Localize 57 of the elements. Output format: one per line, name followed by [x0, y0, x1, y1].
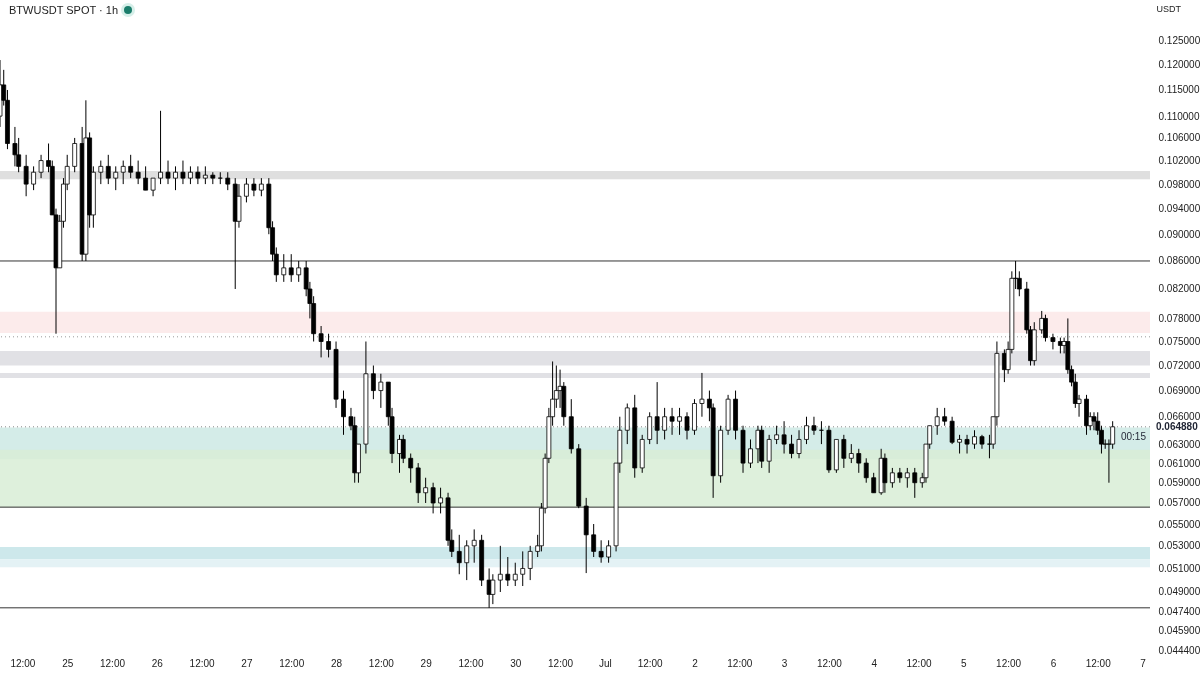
x-tick-label: 12:00 — [727, 657, 753, 669]
x-tick-label: 25 — [62, 657, 74, 669]
x-tick-label: 26 — [151, 657, 164, 669]
x-tick-label: 12:00 — [816, 657, 843, 669]
x-tick-label: 12:00 — [637, 657, 664, 669]
y-tick-label: 0.047400 — [1158, 606, 1200, 618]
y-tick-label: 0.082000 — [1158, 283, 1200, 295]
x-tick-label: 12:00 — [996, 657, 1022, 669]
y-axis-title: USDT — [1156, 3, 1182, 14]
x-tick-label: 6 — [1050, 657, 1057, 669]
y-tick-label: 0.057000 — [1158, 497, 1200, 509]
y-tick-label: 0.102000 — [1158, 155, 1200, 167]
y-tick-label: 0.059000 — [1158, 477, 1200, 489]
x-tick-label: 12:00 — [10, 657, 36, 669]
y-tick-label: 0.049000 — [1158, 586, 1200, 598]
y-tick-label: 0.090000 — [1158, 228, 1200, 240]
y-tick-label: 0.110000 — [1158, 110, 1200, 122]
y-tick-label: 0.053000 — [1158, 540, 1200, 552]
ref-line-label: 0.064880 — [1156, 420, 1199, 432]
y-tick-label: 0.120000 — [1158, 59, 1200, 71]
y-tick-label: 0.078000 — [1158, 312, 1200, 324]
x-tick-label: Jul — [598, 657, 612, 669]
x-tick-label: 30 — [510, 657, 522, 669]
x-tick-label: 28 — [330, 657, 343, 669]
y-tick-label: 0.086000 — [1158, 255, 1200, 267]
x-tick-label: 3 — [781, 657, 788, 669]
x-tick-label: 2 — [692, 657, 699, 669]
x-tick-label: 12:00 — [458, 657, 484, 669]
y-tick-label: 0.051000 — [1158, 562, 1200, 574]
x-tick-label: 7 — [1140, 657, 1147, 669]
x-tick-label: 12:00 — [548, 657, 574, 669]
y-tick-label: 0.075000 — [1158, 336, 1200, 348]
y-tick-label: 0.044400 — [1158, 644, 1200, 656]
y-tick-label: 0.063000 — [1158, 438, 1200, 450]
x-tick-label: 29 — [420, 657, 433, 669]
x-tick-label: 12:00 — [100, 657, 126, 669]
y-tick-label: 0.098000 — [1158, 178, 1200, 190]
y-tick-label: 0.061000 — [1158, 457, 1200, 469]
y-tick-label: 0.066000 — [1158, 411, 1200, 423]
y-tick-label: 0.106000 — [1158, 132, 1200, 144]
y-tick-label: 0.125000 — [1158, 35, 1200, 47]
x-tick-label: 12:00 — [189, 657, 216, 669]
x-tick-label: 12:00 — [279, 657, 305, 669]
y-tick-label: 0.115000 — [1158, 84, 1200, 96]
x-tick-label: 4 — [871, 657, 878, 669]
chart-title: BTWUSDT SPOT · 1h — [9, 4, 119, 16]
y-tick-label: 0.094000 — [1158, 203, 1200, 215]
y-tick-label: 0.055000 — [1158, 518, 1200, 530]
x-tick-label: 12:00 — [1085, 657, 1112, 669]
x-tick-label: 27 — [241, 657, 253, 669]
annotation: 00:15 — [1120, 430, 1147, 442]
x-tick-label: 5 — [961, 657, 968, 669]
y-tick-label: 0.069000 — [1158, 385, 1200, 397]
y-tick-label: 0.072000 — [1158, 360, 1200, 372]
y-tick-label: 0.045900 — [1158, 624, 1200, 636]
x-tick-label: 12:00 — [906, 657, 932, 669]
x-tick-label: 12:00 — [368, 657, 395, 669]
